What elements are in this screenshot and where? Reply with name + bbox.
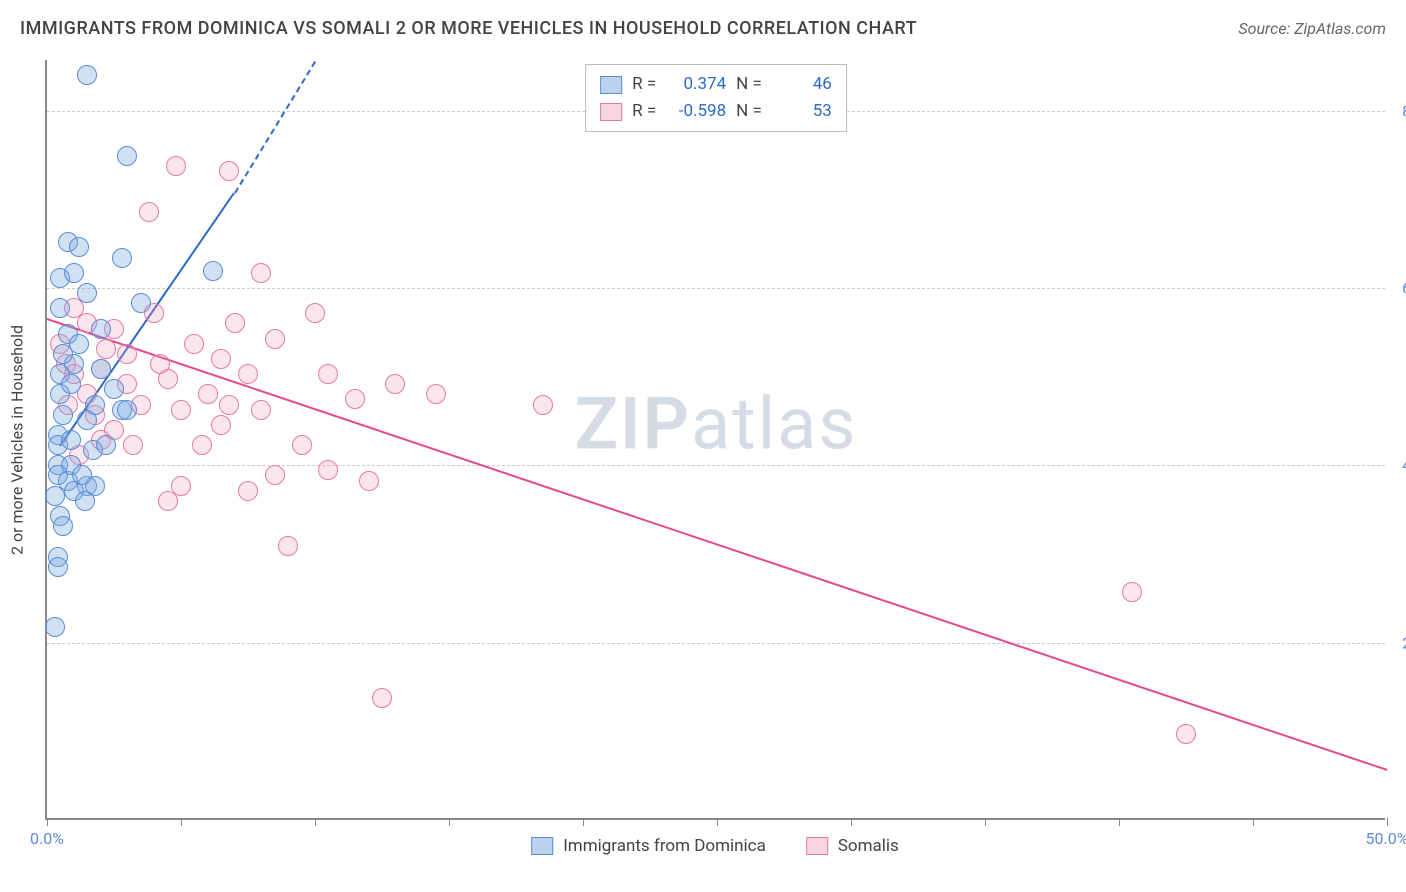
data-point-blue [53, 516, 73, 536]
data-point-pink [292, 435, 312, 455]
swatch-blue-icon [531, 837, 553, 855]
data-point-blue [53, 344, 73, 364]
legend-correlation: R = 0.374 N = 46 R = -0.598 N = 53 [585, 64, 847, 132]
data-point-blue [77, 65, 97, 85]
y-axis-label: 2 or more Vehicles in Household [8, 325, 27, 555]
data-point-pink [305, 303, 325, 323]
data-point-blue [45, 617, 65, 637]
trendline-blue [234, 60, 316, 193]
data-point-pink [1176, 724, 1196, 744]
data-point-blue [50, 298, 70, 318]
data-point-blue [61, 430, 81, 450]
data-point-blue [72, 465, 92, 485]
x-tick-mark [851, 818, 852, 826]
data-point-blue [131, 293, 151, 313]
data-point-pink [318, 364, 338, 384]
data-point-pink [139, 202, 159, 222]
y-tick-label: 27.5% [1390, 633, 1406, 652]
plot-region: ZIPatlas R = 0.374 N = 46 R = -0.598 N =… [45, 60, 1385, 820]
data-point-pink [426, 384, 446, 404]
y-tick-label: 45.0% [1390, 456, 1406, 475]
x-tick-mark [315, 818, 316, 826]
x-tick-mark [181, 818, 182, 826]
gridline-h [47, 643, 1385, 644]
data-point-pink [219, 395, 239, 415]
data-point-pink [166, 156, 186, 176]
data-point-blue [117, 146, 137, 166]
legend-item-somalis: Somalis [806, 836, 899, 856]
legend-row-dominica: R = 0.374 N = 46 [600, 71, 832, 98]
data-point-blue [69, 237, 89, 257]
data-point-blue [64, 263, 84, 283]
data-point-blue [77, 283, 97, 303]
y-tick-label: 62.5% [1390, 279, 1406, 298]
x-tick-mark [985, 818, 986, 826]
data-point-pink [385, 374, 405, 394]
data-point-pink [198, 384, 218, 404]
data-point-pink [238, 481, 258, 501]
data-point-blue [112, 248, 132, 268]
legend-item-dominica: Immigrants from Dominica [531, 836, 766, 856]
chart-area: 2 or more Vehicles in Household ZIPatlas… [45, 60, 1385, 820]
data-point-blue [61, 374, 81, 394]
swatch-pink-icon [806, 837, 828, 855]
data-point-blue [117, 400, 137, 420]
legend-row-somalis: R = -0.598 N = 53 [600, 98, 832, 125]
x-tick-label: 0.0% [30, 829, 64, 848]
data-point-blue [85, 395, 105, 415]
data-point-blue [91, 319, 111, 339]
data-point-pink [225, 313, 245, 333]
data-point-pink [158, 491, 178, 511]
data-point-blue [53, 405, 73, 425]
x-tick-mark [1119, 818, 1120, 826]
data-point-pink [278, 536, 298, 556]
x-tick-mark [1253, 818, 1254, 826]
data-point-pink [359, 471, 379, 491]
data-point-pink [1122, 582, 1142, 602]
swatch-pink-icon [600, 103, 622, 121]
y-tick-label: 80.0% [1390, 101, 1406, 120]
data-point-pink [150, 354, 170, 374]
data-point-blue [203, 261, 223, 281]
data-point-pink [219, 161, 239, 181]
data-point-pink [238, 364, 258, 384]
x-tick-mark [1387, 818, 1388, 826]
data-point-pink [251, 263, 271, 283]
chart-title: IMMIGRANTS FROM DOMINICA VS SOMALI 2 OR … [20, 18, 917, 39]
x-tick-mark [47, 818, 48, 826]
data-point-pink [533, 395, 553, 415]
x-tick-mark [717, 818, 718, 826]
data-point-blue [48, 557, 68, 577]
data-point-pink [211, 415, 231, 435]
data-point-blue [104, 379, 124, 399]
data-point-pink [96, 339, 116, 359]
data-point-pink [265, 465, 285, 485]
x-tick-mark [583, 818, 584, 826]
swatch-blue-icon [600, 76, 622, 94]
data-point-pink [184, 334, 204, 354]
data-point-pink [265, 329, 285, 349]
data-point-blue [45, 486, 65, 506]
gridline-h [47, 288, 1385, 289]
legend-series: Immigrants from Dominica Somalis [531, 836, 899, 856]
chart-source: Source: ZipAtlas.com [1238, 19, 1386, 38]
data-point-blue [96, 435, 116, 455]
data-point-pink [192, 435, 212, 455]
data-point-pink [372, 688, 392, 708]
data-point-pink [211, 349, 231, 369]
data-point-pink [117, 344, 137, 364]
data-point-blue [91, 359, 111, 379]
data-point-pink [251, 400, 271, 420]
data-point-pink [318, 460, 338, 480]
gridline-h [47, 465, 1385, 466]
x-tick-label: 50.0% [1366, 829, 1406, 848]
data-point-pink [171, 400, 191, 420]
chart-header: IMMIGRANTS FROM DOMINICA VS SOMALI 2 OR … [20, 18, 1386, 39]
data-point-pink [345, 389, 365, 409]
data-point-pink [123, 435, 143, 455]
trendline-pink [47, 318, 1388, 771]
data-point-blue [75, 491, 95, 511]
x-tick-mark [449, 818, 450, 826]
watermark: ZIPatlas [574, 381, 857, 466]
